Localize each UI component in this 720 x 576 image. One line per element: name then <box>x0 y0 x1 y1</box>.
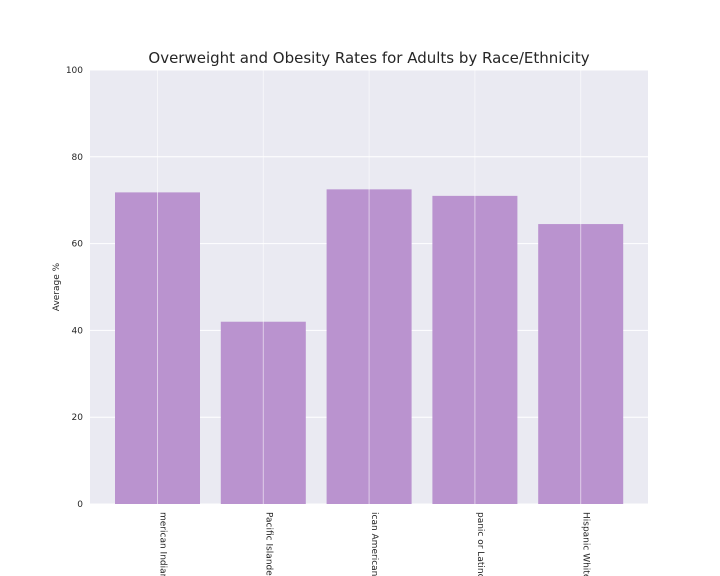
x-tick-label: ican American <box>369 512 379 576</box>
x-tick-label: Hispanic White <box>581 512 591 576</box>
vertical-grid-lines <box>157 70 582 504</box>
y-tick-label: 0 <box>77 500 83 510</box>
x-tick-label: panic or Latino <box>475 512 485 576</box>
x-tick-label: merican Indian <box>158 512 168 576</box>
x-tick-labels: merican Indian Pacific Islander ican Ameri… <box>158 512 591 576</box>
y-axis-label: Average % <box>52 262 62 311</box>
y-tick-labels: 0 20 40 60 80 100 <box>66 66 83 510</box>
y-tick-label: 20 <box>72 413 84 423</box>
chart-title: Overweight and Obesity Rates for Adults … <box>148 49 589 67</box>
y-tick-label: 100 <box>66 66 83 76</box>
x-tick-label: Pacific Islander <box>263 512 273 576</box>
y-tick-label: 40 <box>72 326 84 336</box>
y-tick-label: 60 <box>72 240 84 250</box>
y-tick-label: 80 <box>72 153 84 163</box>
